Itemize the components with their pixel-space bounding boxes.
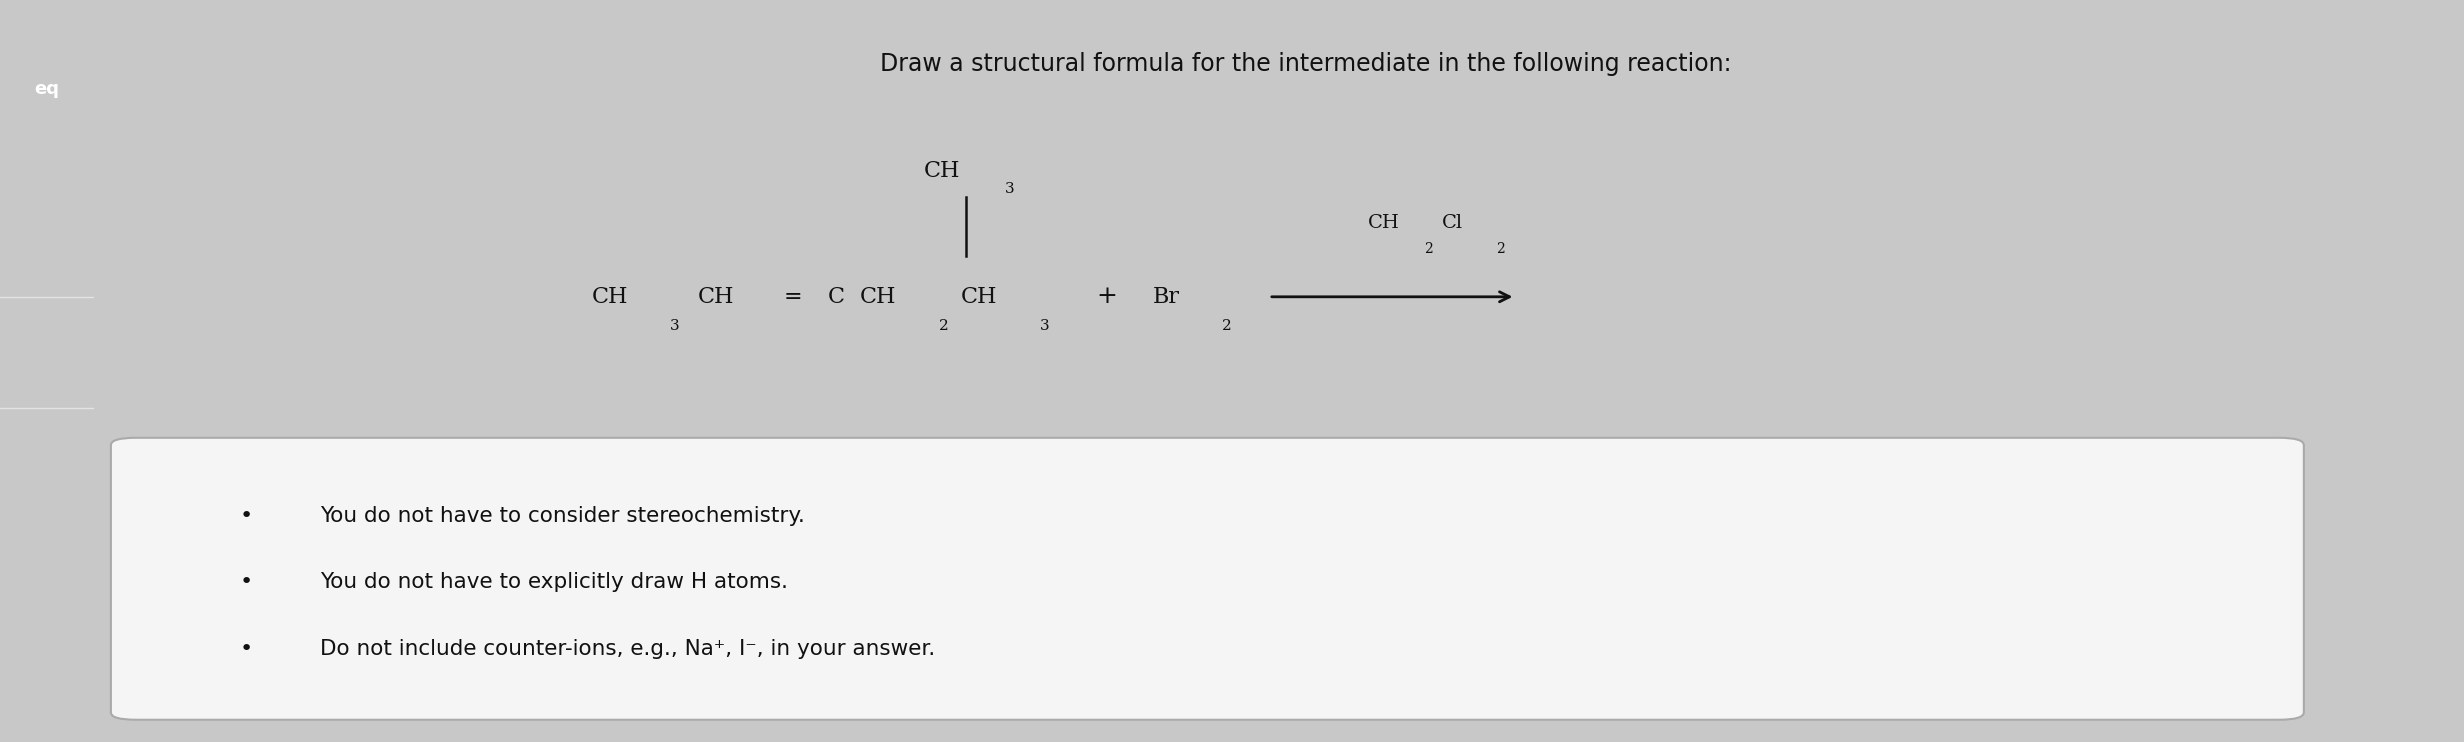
Text: CH: CH (1368, 214, 1400, 232)
Text: Cl: Cl (1441, 214, 1464, 232)
Text: Br: Br (1153, 286, 1180, 308)
Text: 2: 2 (1222, 320, 1232, 333)
FancyBboxPatch shape (111, 438, 2304, 720)
Text: CH: CH (860, 286, 897, 308)
Text: Do not include counter-ions, e.g., Na⁺, I⁻, in your answer.: Do not include counter-ions, e.g., Na⁺, … (320, 640, 936, 659)
Text: 3: 3 (670, 320, 680, 333)
Text: CH: CH (591, 286, 628, 308)
Text: CH: CH (924, 160, 961, 182)
Text: 2: 2 (1424, 242, 1434, 255)
Text: 3: 3 (1005, 183, 1015, 196)
Text: =: = (784, 286, 803, 308)
Text: C: C (828, 286, 845, 308)
Text: •: • (239, 506, 254, 525)
Text: eq: eq (34, 80, 59, 98)
Text: You do not have to consider stereochemistry.: You do not have to consider stereochemis… (320, 506, 806, 525)
Text: •: • (239, 573, 254, 592)
Text: Draw a structural formula for the intermediate in the following reaction:: Draw a structural formula for the interm… (880, 52, 1732, 76)
Text: 2: 2 (1496, 242, 1506, 255)
Text: 3: 3 (1040, 320, 1050, 333)
Text: +: + (1096, 286, 1116, 308)
Text: CH: CH (697, 286, 734, 308)
Text: You do not have to explicitly draw H atoms.: You do not have to explicitly draw H ato… (320, 573, 788, 592)
Text: •: • (239, 640, 254, 659)
Text: 2: 2 (939, 320, 949, 333)
Text: CH: CH (961, 286, 998, 308)
